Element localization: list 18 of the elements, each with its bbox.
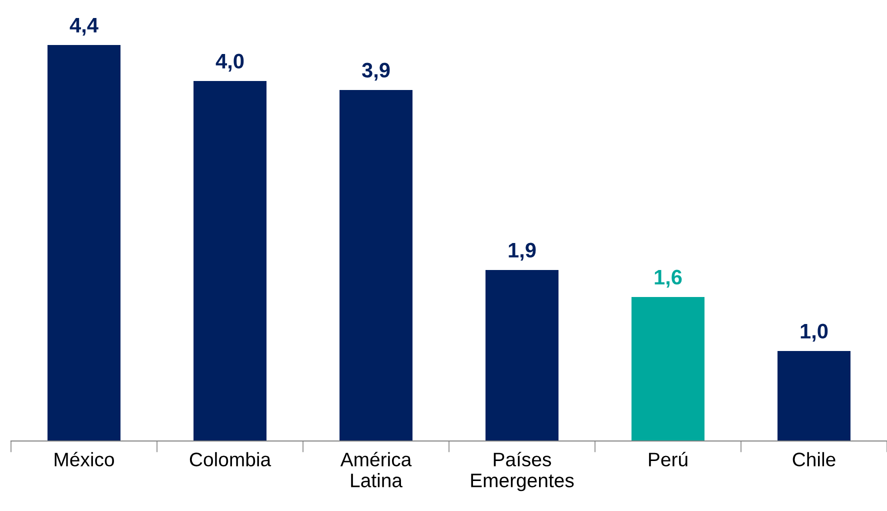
data-label: 1,6 bbox=[654, 270, 682, 288]
x-tick-label: Perú bbox=[649, 452, 688, 466]
bar bbox=[778, 351, 850, 441]
x-tick-label: Chile bbox=[792, 452, 836, 466]
data-label: 1,9 bbox=[508, 242, 536, 261]
x-tick-label: Colombia bbox=[190, 452, 272, 466]
x-tick-label: México bbox=[54, 452, 114, 466]
bar bbox=[486, 270, 558, 441]
bar bbox=[194, 81, 266, 441]
data-label: 4,4 bbox=[70, 18, 98, 36]
bar bbox=[48, 45, 120, 441]
data-label: 1,0 bbox=[800, 324, 828, 342]
x-tick-label: Países Emergentes bbox=[471, 452, 574, 492]
bar bbox=[340, 90, 412, 441]
bar bbox=[632, 297, 704, 441]
x-tick-label: América Latina bbox=[340, 452, 412, 488]
data-label: 3,9 bbox=[362, 62, 390, 81]
data-label: 4,0 bbox=[216, 54, 244, 72]
